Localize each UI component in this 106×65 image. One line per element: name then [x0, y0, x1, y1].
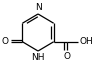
Text: O: O	[1, 37, 8, 46]
Text: OH: OH	[79, 37, 93, 46]
Text: NH: NH	[31, 53, 45, 62]
Text: O: O	[63, 52, 70, 61]
Text: N: N	[35, 3, 41, 12]
